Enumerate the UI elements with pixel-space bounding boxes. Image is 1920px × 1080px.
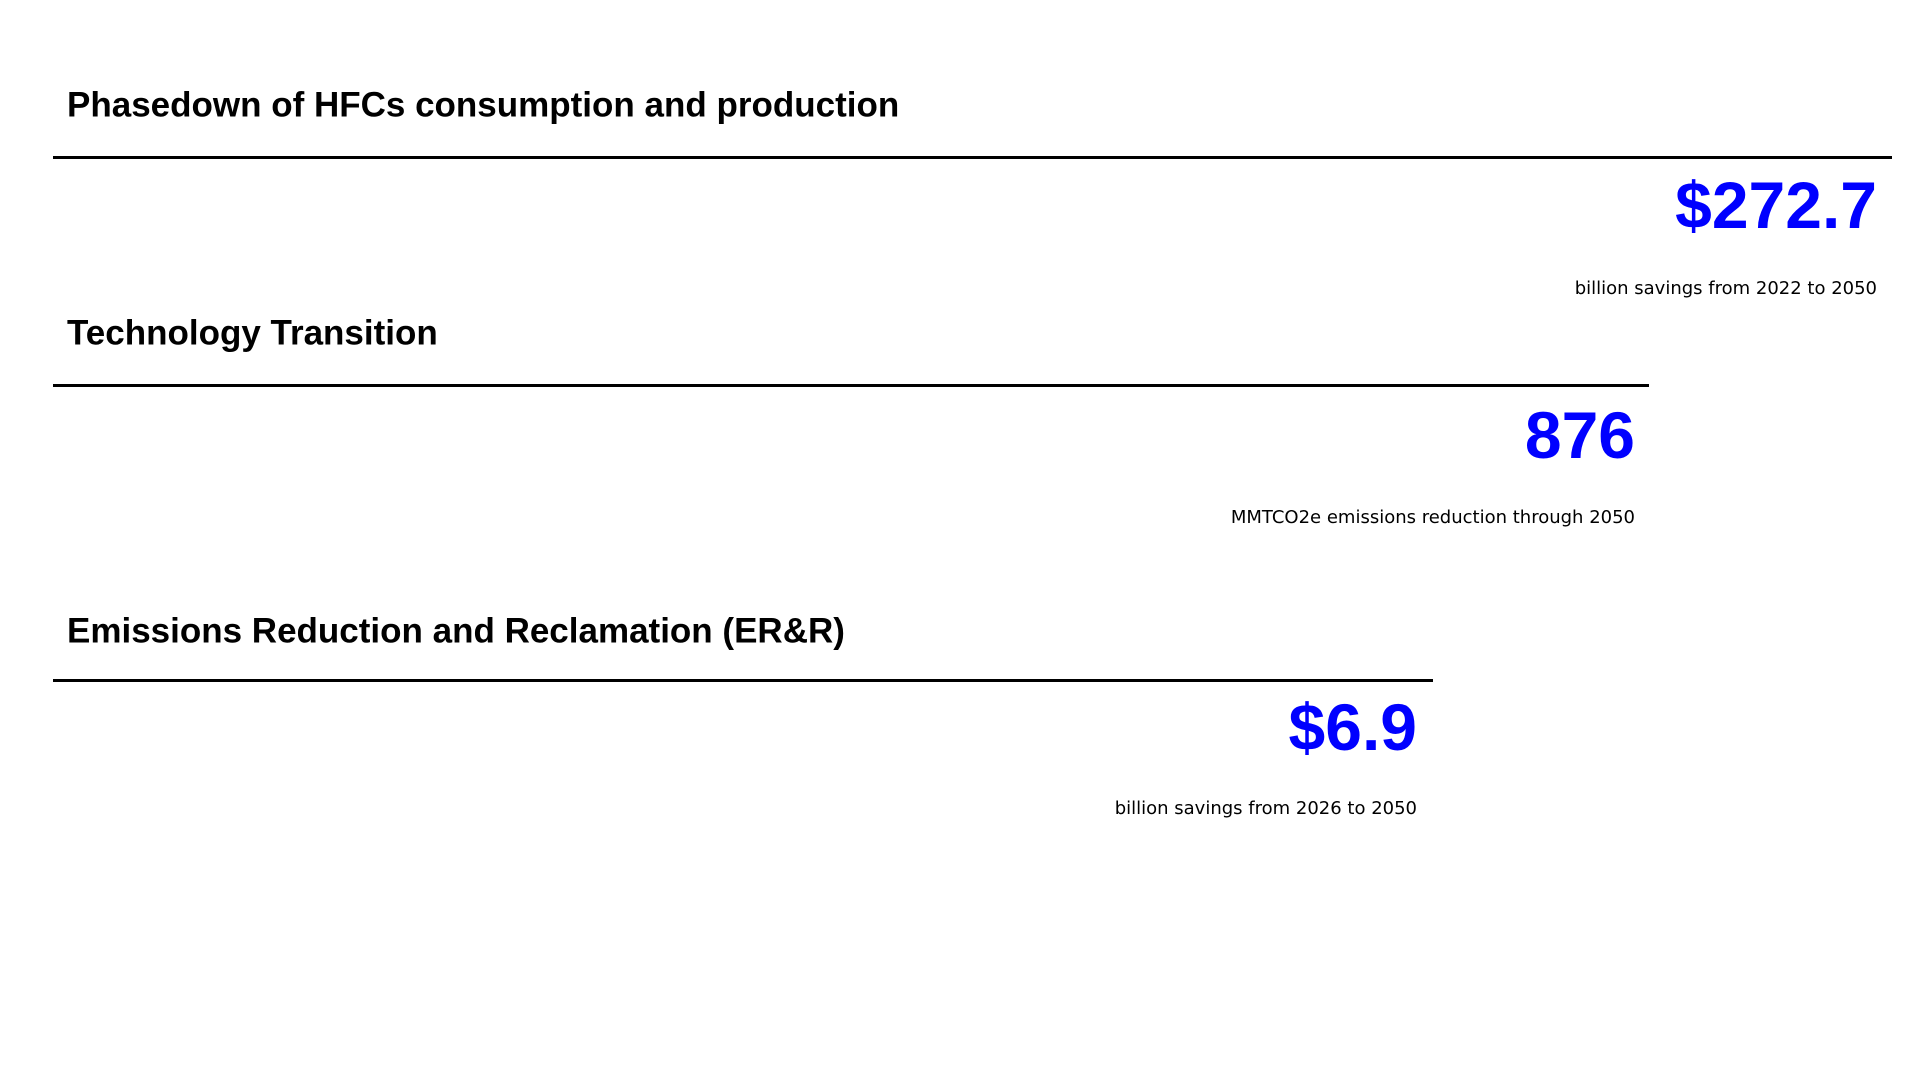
divider: [53, 156, 1892, 159]
key-figure: 876: [1524, 398, 1635, 472]
section-title: Emissions Reduction and Reclamation (ER&…: [67, 611, 845, 651]
key-figure: $272.7: [1675, 168, 1877, 242]
divider: [53, 679, 1433, 682]
section-title: Technology Transition: [67, 313, 438, 353]
divider: [53, 384, 1649, 387]
key-figure: $6.9: [1288, 690, 1417, 764]
figure-caption: billion savings from 2022 to 2050: [1574, 278, 1877, 299]
figure-caption: billion savings from 2026 to 2050: [1114, 798, 1417, 819]
section-title: Phasedown of HFCs consumption and produc…: [67, 85, 900, 125]
figure-caption: MMTCO2e emissions reduction through 2050: [1230, 507, 1635, 528]
